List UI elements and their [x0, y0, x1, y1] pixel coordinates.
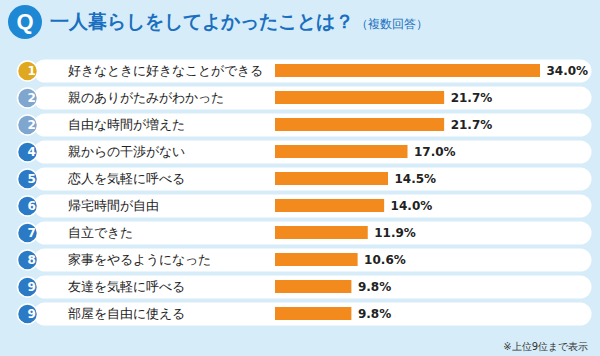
svg-text:自由な時間が増えた: 自由な時間が増えた: [68, 117, 185, 132]
svg-text:7: 7: [28, 226, 36, 240]
svg-text:17.0%: 17.0%: [414, 145, 456, 159]
svg-text:親のありがたみがわかった: 親のありがたみがわかった: [68, 90, 224, 105]
svg-text:帰宅時間が自由: 帰宅時間が自由: [68, 198, 159, 213]
svg-text:9.8%: 9.8%: [358, 280, 391, 294]
svg-text:部屋を自由に使える: 部屋を自由に使える: [68, 306, 185, 321]
svg-text:14.5%: 14.5%: [395, 172, 437, 186]
svg-text:友達を気軽に呼べる: 友達を気軽に呼べる: [68, 279, 185, 294]
svg-text:8: 8: [28, 253, 36, 267]
svg-text:自立できた: 自立できた: [68, 225, 133, 240]
html-text:一人暮らしをしてよかったことは？（複数回答）: 一人暮らしをしてよかったことは？（複数回答）: [50, 10, 428, 32]
svg-text:1: 1: [28, 64, 36, 78]
svg-text:9.8%: 9.8%: [358, 307, 391, 321]
svg-text:2: 2: [28, 91, 36, 105]
svg-text:恋人を気軽に呼べる: 恋人を気軽に呼べる: [67, 171, 185, 186]
html-text:Q: Q: [16, 9, 34, 34]
svg-text:14.0%: 14.0%: [391, 199, 433, 213]
svg-text:親からの干渉がない: 親からの干渉がない: [68, 144, 185, 159]
svg-text:9: 9: [28, 307, 36, 321]
svg-text:4: 4: [28, 145, 36, 159]
svg-text:2: 2: [28, 118, 36, 132]
svg-text:9: 9: [28, 280, 36, 294]
svg-text:21.7%: 21.7%: [451, 91, 493, 105]
svg-text:34.0%: 34.0%: [547, 64, 589, 78]
svg-text:21.7%: 21.7%: [451, 118, 493, 132]
svg-text:5: 5: [28, 172, 36, 186]
svg-text:11.9%: 11.9%: [374, 226, 416, 240]
svg-text:10.6%: 10.6%: [364, 253, 406, 267]
html-text:※上位9位まで表示: ※上位9位まで表示: [503, 341, 588, 352]
svg-text:6: 6: [28, 199, 36, 213]
svg-text:家事をやるようになった: 家事をやるようになった: [68, 252, 211, 267]
svg-text:好きなときに好きなことができる: 好きなときに好きなことができる: [68, 63, 263, 78]
